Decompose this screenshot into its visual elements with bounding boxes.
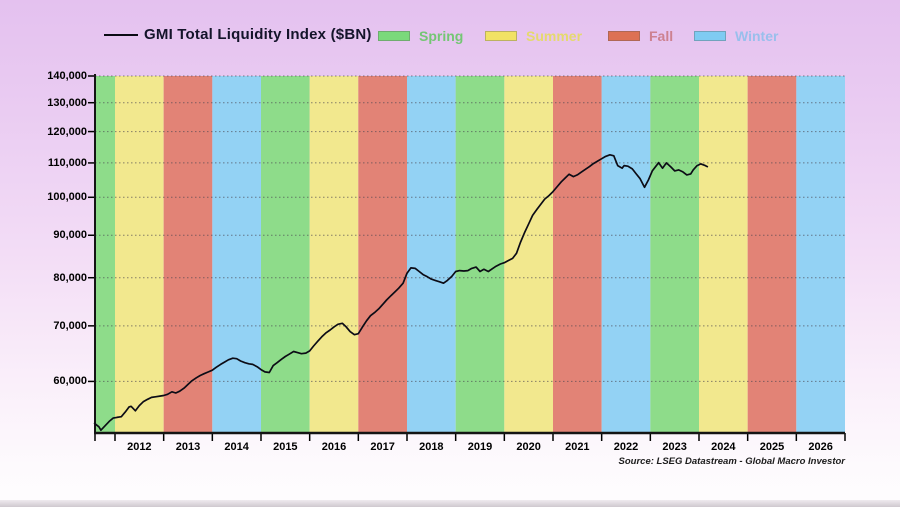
- legend-item-spring: Spring: [378, 28, 463, 44]
- legend: GMI Total Liquidity Index ($BN) Spring S…: [0, 0, 900, 60]
- season-band-fall: [358, 76, 407, 433]
- season-band-fall: [163, 76, 213, 433]
- season-band-winter: [601, 76, 651, 433]
- season-band-fall: [747, 76, 797, 433]
- chart-title: GMI Total Liquidity Index ($BN): [144, 26, 372, 43]
- season-band-winter: [407, 76, 456, 433]
- x-year-label: 2020: [516, 441, 541, 453]
- season-band-winter: [796, 76, 845, 433]
- season-band-summer: [309, 76, 359, 433]
- x-year-label: 2012: [127, 441, 152, 453]
- season-band-spring: [455, 76, 505, 433]
- winter-label: Winter: [735, 28, 779, 44]
- y-tick-label: 100,000: [47, 191, 87, 204]
- season-band-spring: [95, 76, 115, 433]
- x-year-label: 2022: [613, 441, 639, 453]
- summer-label: Summer: [526, 28, 583, 44]
- x-year-label: 2025: [759, 441, 785, 453]
- y-tick-label: 60,000: [53, 375, 87, 388]
- y-tick-label: 80,000: [53, 271, 87, 284]
- series-line: [93, 153, 709, 432]
- summer-swatch-icon: [485, 31, 517, 41]
- season-band-fall: [553, 76, 602, 433]
- x-year-label: 2023: [662, 441, 687, 453]
- x-year-label: 2018: [419, 441, 444, 453]
- season-band-winter: [212, 76, 261, 433]
- legend-item-summer: Summer: [485, 28, 582, 44]
- x-year-label: 2015: [273, 441, 298, 453]
- season-band-summer: [504, 76, 553, 433]
- spring-label: Spring: [419, 28, 464, 44]
- x-year-label: 2014: [224, 441, 249, 453]
- x-year-label: 2017: [370, 441, 395, 453]
- legend-item-winter: Winter: [694, 28, 778, 44]
- spring-swatch-icon: [378, 31, 410, 41]
- legend-item-fall: Fall: [608, 28, 673, 44]
- x-year-label: 2019: [467, 441, 493, 453]
- season-band-spring: [650, 76, 699, 433]
- y-tick-label: 70,000: [53, 319, 87, 332]
- season-band-summer: [115, 76, 164, 433]
- x-year-label: 2026: [808, 441, 833, 453]
- y-tick-label: 90,000: [53, 229, 87, 242]
- y-tick-label: 130,000: [47, 96, 87, 109]
- season-band-summer: [699, 76, 748, 433]
- window-bottom-edge: [0, 500, 900, 507]
- x-year-label: 2024: [711, 441, 736, 453]
- x-year-label: 2016: [321, 441, 347, 453]
- x-year-label: 2013: [175, 441, 201, 453]
- y-tick-label: 110,000: [47, 156, 87, 169]
- source-note: Source: LSEG Datastream - Global Macro I…: [618, 456, 845, 467]
- y-tick-label: 140,000: [47, 70, 87, 82]
- series-line-sample: [104, 34, 138, 36]
- y-tick-label: 120,000: [47, 125, 87, 138]
- winter-swatch-icon: [694, 31, 726, 41]
- fall-label: Fall: [649, 28, 674, 44]
- season-band-spring: [261, 76, 310, 433]
- fall-swatch-icon: [608, 31, 640, 41]
- x-year-label: 2021: [565, 441, 590, 453]
